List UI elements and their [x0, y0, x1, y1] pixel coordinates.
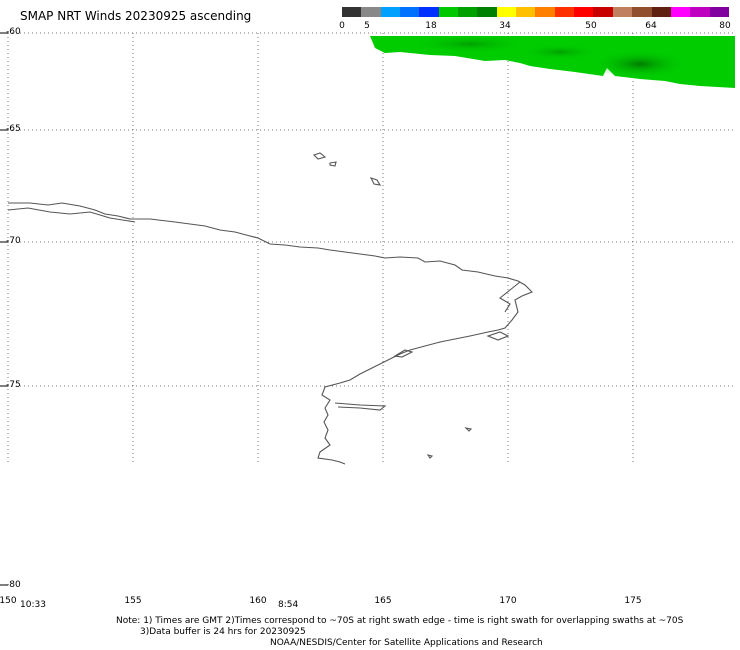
latitude-label: -70: [6, 236, 21, 246]
coastline: [7, 152, 533, 465]
colorbar-segment: [380, 7, 401, 17]
island-2: [329, 161, 337, 167]
time-label-left: 10:33: [20, 600, 46, 610]
colorbar-segment: [361, 7, 381, 17]
colorbar-label: 18: [425, 21, 437, 31]
colorbar-segment: [400, 7, 420, 17]
colorbar-segment: [438, 7, 459, 17]
colorbar-segment: [574, 7, 594, 17]
latitude-label: -75: [6, 380, 21, 390]
colorbar-segment: [690, 7, 710, 17]
colorbar-segment: [535, 7, 555, 17]
coast-shelf: [334, 402, 387, 411]
longitude-label: 170: [499, 596, 517, 606]
colorbar-segment: [670, 7, 691, 17]
note-line-2: 3)Data buffer is 24 hrs for 20230925: [140, 627, 306, 637]
longitude-label: 160: [249, 596, 267, 606]
longitude-label: 175: [624, 596, 642, 606]
coast-inlet-2: [499, 281, 521, 313]
axis-ticks: [0, 32, 8, 586]
coast-inlet-1: [7, 207, 136, 223]
colorbar-segment: [516, 7, 536, 17]
colorbar-label: 64: [645, 21, 657, 31]
longitude-label: 155: [124, 596, 142, 606]
longitude-label: 165: [374, 596, 392, 606]
graticule: [7, 32, 735, 465]
colorbar-label: 0: [339, 21, 345, 31]
colorbar-segment: [419, 7, 439, 17]
coast-spit: [393, 349, 414, 358]
map-title: SMAP NRT Winds 20230925 ascending: [20, 9, 252, 23]
antarctic-coast: [8, 202, 533, 465]
colorbar-label: 50: [585, 21, 597, 31]
swath-moderate-wind-2: [520, 44, 600, 60]
note-line-3: NOAA/NESDIS/Center for Satellite Applica…: [270, 638, 543, 648]
colorbar-segment: [651, 7, 671, 17]
latitude-label: -65: [6, 124, 21, 134]
colorbar-segment: [554, 7, 575, 17]
island-3: [369, 177, 382, 186]
latitude-label: -80: [6, 580, 21, 590]
island-4: [464, 427, 473, 432]
colorbar-segment: [477, 7, 497, 17]
colorbar-segment: [612, 7, 633, 17]
note-line-1: Note: 1) Times are GMT 2)Times correspon…: [116, 616, 684, 626]
colorbar-label: 5: [364, 21, 370, 31]
longitude-label: 150: [0, 596, 17, 606]
time-label-center: 8:54: [278, 600, 299, 610]
colorbar-label: 80: [719, 21, 731, 31]
island-1: [312, 152, 327, 160]
colorbar-segment: [632, 7, 652, 17]
colorbar-segment: [709, 7, 729, 17]
colorbar-label: 34: [499, 21, 511, 31]
colorbar-segment: [458, 7, 478, 17]
wind-speed-colorbar: [342, 7, 729, 17]
colorbar-segment: [593, 7, 613, 17]
island-5: [426, 454, 434, 459]
swath-moderate-wind: [410, 35, 530, 53]
coast-peninsula: [486, 331, 510, 341]
colorbar-segment: [342, 7, 362, 17]
latitude-label: -60: [6, 27, 21, 37]
wind-swath: [370, 35, 735, 88]
colorbar-segment: [496, 7, 517, 17]
swath-strong-wind: [592, 50, 688, 78]
